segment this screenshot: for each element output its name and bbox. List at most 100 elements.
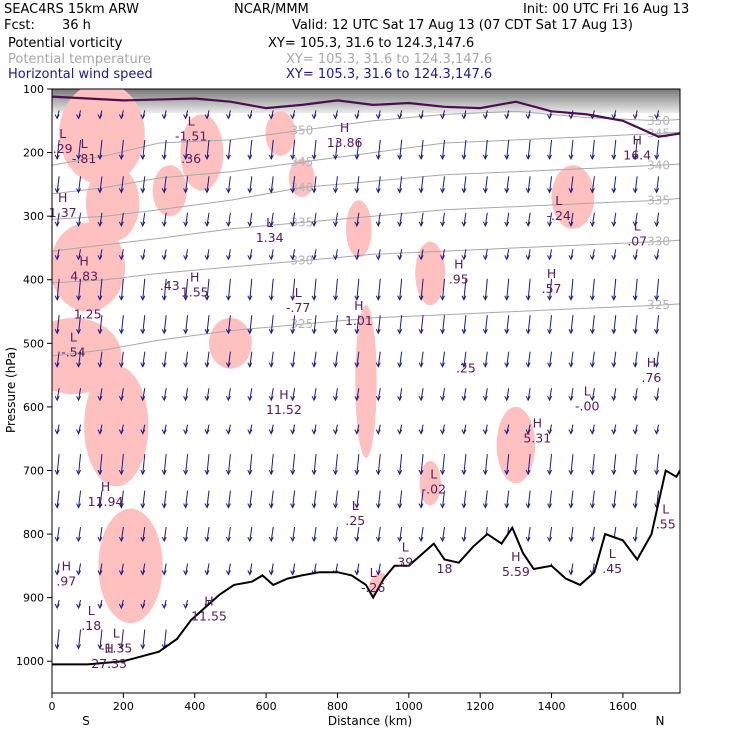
wind-arrowhead	[654, 295, 660, 301]
wind-vector	[377, 490, 381, 508]
wind-arrowhead	[611, 362, 617, 368]
pv-fill-region	[551, 165, 595, 229]
wind-vector	[549, 388, 553, 401]
wind-arrowhead	[654, 255, 660, 261]
wind-arrowhead	[204, 395, 210, 402]
wind-vector	[227, 315, 231, 334]
wind-arrowhead	[589, 154, 595, 161]
wind-arrowhead	[290, 114, 296, 120]
wind-vector	[142, 176, 146, 193]
wind-vector	[442, 176, 445, 193]
wind-vector	[463, 139, 467, 159]
wind-arrowhead	[183, 503, 189, 509]
wind-vector	[334, 139, 338, 159]
wind-vector	[613, 454, 617, 475]
wind-arrowhead	[418, 221, 424, 227]
wind-arrowhead	[418, 329, 424, 335]
wind-arrowhead	[354, 362, 360, 368]
wind-arrowhead	[268, 395, 274, 402]
wind-vector	[356, 351, 360, 367]
fcst-value: 36 h	[62, 18, 91, 33]
wind-vector	[270, 212, 274, 226]
wind-vector	[334, 176, 338, 193]
wind-arrowhead	[568, 362, 574, 368]
wind-arrowhead	[547, 295, 552, 301]
wind-arrowhead	[354, 295, 360, 301]
wind-vector	[591, 351, 595, 367]
wind-vector	[591, 315, 595, 334]
wind-vector	[206, 454, 210, 475]
wind-arrowhead	[632, 503, 638, 509]
wind-vector	[549, 278, 553, 300]
wind-arrowhead	[397, 295, 403, 301]
wind-arrowhead	[589, 255, 595, 261]
wind-arrowhead	[354, 188, 360, 194]
wind-arrowhead	[311, 255, 317, 261]
wind-arrowhead	[140, 329, 146, 335]
wind-vector	[206, 139, 210, 159]
wind-arrowhead	[397, 429, 403, 435]
wind-vector	[249, 454, 253, 475]
wind-arrowhead	[76, 570, 81, 576]
wind-arrowhead	[632, 114, 638, 120]
wind-arrowhead	[161, 603, 167, 610]
wind-arrowhead	[461, 429, 467, 435]
wind-vector	[206, 563, 210, 575]
wind-vector	[292, 139, 296, 159]
wind-vector	[549, 351, 553, 367]
pv-fill-region	[84, 365, 149, 487]
wind-vector	[634, 454, 638, 475]
pv-extremum-type: H	[104, 641, 113, 656]
pv-fill-region	[209, 317, 252, 369]
pv-extremum-value: 4.83	[70, 268, 98, 283]
wind-arrowhead	[118, 469, 124, 476]
wind-arrowhead	[161, 295, 167, 301]
wind-vector	[334, 388, 338, 401]
wind-arrowhead	[118, 644, 124, 650]
theta-label-325: 325	[290, 317, 313, 331]
wind-vector	[463, 454, 467, 475]
wind-vector	[120, 315, 124, 334]
wind-vector	[634, 315, 638, 334]
wind-arrowhead	[397, 221, 403, 227]
wind-arrowhead	[589, 536, 595, 543]
wind-arrowhead	[290, 469, 296, 476]
wind-vector	[506, 212, 510, 226]
wind-arrowhead	[225, 429, 231, 435]
wind-arrowhead	[247, 255, 253, 261]
wind-vector	[420, 454, 424, 475]
wind-arrowhead	[611, 154, 617, 161]
wind-arrowhead	[504, 154, 510, 161]
wind-arrowhead	[375, 570, 381, 576]
wind-arrowhead	[76, 221, 81, 227]
wind-vector	[527, 315, 531, 334]
pv-extremum-value: .25	[456, 361, 476, 376]
wind-vector	[613, 351, 617, 367]
pv-extremum-type: H	[632, 133, 641, 148]
wind-vector	[56, 388, 60, 401]
wind-arrowhead	[247, 154, 253, 161]
wind-vector	[99, 351, 103, 367]
wind-vector	[334, 526, 338, 542]
wind-vector	[356, 176, 360, 193]
wind-vector	[292, 563, 296, 575]
wind-vector	[334, 454, 338, 475]
wind-arrowhead	[354, 154, 360, 161]
theta-label-345: 345	[290, 155, 313, 169]
wind-vector	[656, 388, 660, 401]
wind-arrowhead	[568, 154, 574, 161]
wind-vector	[399, 526, 403, 542]
wind-arrowhead	[611, 255, 617, 261]
wind-vector	[99, 139, 103, 159]
wind-arrowhead	[183, 329, 189, 335]
wind-arrowhead	[183, 570, 189, 576]
wind-vector	[549, 526, 553, 542]
pv-extremum-value: 16.4	[623, 148, 651, 163]
pv-fill-region	[496, 406, 536, 484]
wind-arrowhead	[418, 469, 424, 476]
wind-vector	[78, 388, 82, 401]
wind-arrowhead	[140, 503, 146, 509]
wind-vector	[549, 139, 553, 159]
wind-arrowhead	[440, 221, 445, 227]
wind-vector	[56, 278, 60, 300]
